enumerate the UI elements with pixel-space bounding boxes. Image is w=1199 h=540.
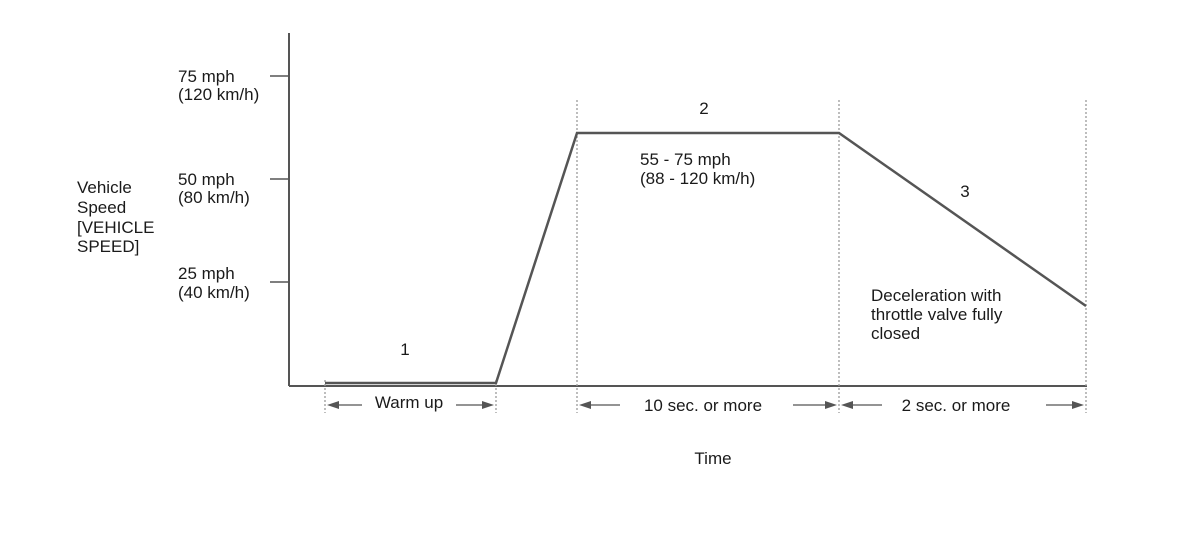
phase-3-note-line-2: throttle valve fully — [871, 305, 1003, 324]
y-axis-label-line-1: Vehicle — [77, 178, 132, 197]
y-axis-label-line-3: [VEHICLE — [77, 218, 154, 237]
duration-arrow-warmup — [327, 401, 494, 409]
speed-profile-line — [325, 131, 1087, 385]
y-tick-label-50-kmh: (80 km/h) — [178, 188, 250, 207]
phase-2-speed-line-2: (88 - 120 km/h) — [640, 169, 755, 188]
phase-1-number: 1 — [400, 340, 409, 359]
y-tick-label-25-mph: 25 mph — [178, 264, 235, 283]
duration-arrow-phase-2 — [579, 401, 837, 409]
phase-3-note-line-3: closed — [871, 324, 920, 343]
y-tick-label-75-kmh: (120 km/h) — [178, 85, 259, 104]
phase-2-speed-line-1: 55 - 75 mph — [640, 150, 731, 169]
phase-3-note-line-1: Deceleration with — [871, 286, 1001, 305]
x-axis-label: Time — [694, 449, 731, 468]
y-tick-label-75-mph: 75 mph — [178, 67, 235, 86]
phase-2-number: 2 — [699, 99, 708, 118]
y-tick-label-25-kmh: (40 km/h) — [178, 283, 250, 302]
y-axis-label-line-2: Speed — [77, 198, 126, 217]
duration-label-phase-3: 2 sec. or more — [902, 396, 1011, 415]
y-axis-label-line-4: SPEED] — [77, 237, 139, 256]
duration-arrow-phase-3 — [841, 401, 1084, 409]
phase-3-number: 3 — [960, 182, 969, 201]
duration-label-warmup: Warm up — [375, 393, 443, 412]
y-tick-label-50-mph: 50 mph — [178, 170, 235, 189]
duration-label-phase-2: 10 sec. or more — [644, 396, 762, 415]
